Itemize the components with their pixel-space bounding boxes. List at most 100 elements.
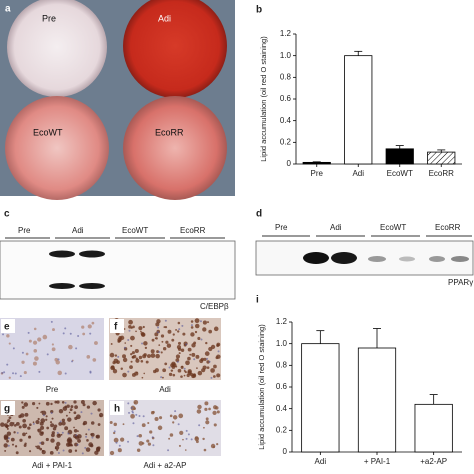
cell-dot xyxy=(136,448,141,452)
lane-label: EcoWT xyxy=(122,226,148,235)
nucleus-dot xyxy=(190,438,193,441)
cell-dot xyxy=(175,354,181,359)
cell-dot xyxy=(213,326,219,332)
cell-dot xyxy=(214,406,219,410)
cell-dot xyxy=(194,330,198,334)
cell-dot xyxy=(110,365,115,371)
nucleus-dot xyxy=(127,440,130,443)
nucleus-dot xyxy=(190,324,193,327)
panel-label: e xyxy=(4,322,10,333)
cell-dot xyxy=(7,419,11,423)
cell-dot xyxy=(29,450,32,453)
cell-dot xyxy=(87,324,92,329)
cell-dot xyxy=(215,356,219,360)
cell-dot xyxy=(58,433,61,437)
cell-dot xyxy=(45,401,50,406)
nucleus-dot xyxy=(152,444,155,447)
x-tick-label: +a2-AP xyxy=(420,457,447,466)
cell-dot xyxy=(85,433,88,436)
cell-dot xyxy=(91,321,95,325)
cell-dot xyxy=(204,401,209,406)
cell-dot xyxy=(171,338,175,342)
cell-dot xyxy=(64,426,69,431)
cell-dot xyxy=(8,416,12,420)
nucleus-dot xyxy=(181,324,184,327)
cell-dot xyxy=(213,375,216,378)
cell-dot xyxy=(177,368,182,373)
cell-dot xyxy=(156,319,161,324)
nucleus-dot xyxy=(138,414,141,417)
caption: Pre xyxy=(46,385,59,394)
nucleus-dot xyxy=(7,437,10,440)
blot-bands xyxy=(303,252,469,264)
nucleus-dot xyxy=(151,436,154,439)
cell-dot xyxy=(146,439,150,443)
cell-dot xyxy=(120,437,125,442)
nucleus-dot xyxy=(16,431,19,434)
cell-dot xyxy=(113,437,119,443)
cell-dot xyxy=(37,337,42,342)
cell-dot xyxy=(50,423,55,428)
cell-dot xyxy=(158,416,163,420)
nucleus-dot xyxy=(81,452,84,455)
cell-dot xyxy=(194,318,200,324)
cell-dot xyxy=(13,424,17,427)
cell-dot xyxy=(6,431,12,436)
cell-dot xyxy=(117,448,122,453)
nucleus-dot xyxy=(176,360,179,363)
nucleus-dot xyxy=(19,375,22,378)
cell-dot xyxy=(202,437,205,441)
panel-label: b xyxy=(256,5,262,16)
cell-dot xyxy=(51,343,54,346)
cell-dot xyxy=(216,343,220,347)
cell-dot xyxy=(122,354,127,359)
nucleus-dot xyxy=(187,433,190,436)
nucleus-dot xyxy=(160,376,163,379)
cell-dot xyxy=(132,354,137,359)
cell-dot xyxy=(130,360,133,363)
nucleus-dot xyxy=(50,412,53,415)
lane-label: EcoRR xyxy=(180,226,206,235)
cell-dot xyxy=(205,420,210,425)
lane-label: Pre xyxy=(275,223,288,232)
cell-dot xyxy=(167,329,172,334)
cell-dot xyxy=(140,359,144,363)
cell-dot xyxy=(39,421,44,426)
cell-dot xyxy=(90,432,95,437)
cell-dot xyxy=(185,360,190,366)
nucleus-dot xyxy=(38,370,41,373)
nucleus-dot xyxy=(200,338,203,341)
cell-dot xyxy=(73,428,78,433)
cell-dot xyxy=(86,355,91,359)
cell-dot xyxy=(182,332,186,336)
nucleus-dot xyxy=(50,320,53,323)
nucleus-dot xyxy=(76,443,79,446)
cell-dot xyxy=(205,341,208,345)
cell-dot xyxy=(70,444,74,447)
cell-dot xyxy=(130,352,133,356)
cell-dot xyxy=(161,376,164,379)
cell-dot xyxy=(166,343,172,348)
nucleus-dot xyxy=(128,411,131,414)
nucleus-dot xyxy=(77,334,80,337)
cell-dot xyxy=(131,373,136,377)
cell-dot xyxy=(118,335,122,340)
nucleus-dot xyxy=(199,320,202,323)
cell-dot xyxy=(6,427,9,430)
cell-dot xyxy=(45,418,48,421)
cell-dot xyxy=(196,367,198,369)
nucleus-dot xyxy=(164,319,167,322)
nucleus-dot xyxy=(127,402,130,405)
cell-dot xyxy=(195,440,199,444)
cell-dot xyxy=(134,401,136,404)
cell-dot xyxy=(206,321,210,324)
cell-dot xyxy=(191,352,196,357)
lane-label: Adi xyxy=(330,223,342,232)
y-tick-label: 0.6 xyxy=(276,382,288,391)
lane-label: EcoWT xyxy=(380,223,406,232)
cell-dot xyxy=(163,326,166,328)
cell-dot xyxy=(8,376,11,379)
cell-dot xyxy=(82,422,86,426)
cell-dot xyxy=(3,434,9,440)
cell-dot xyxy=(155,337,158,340)
